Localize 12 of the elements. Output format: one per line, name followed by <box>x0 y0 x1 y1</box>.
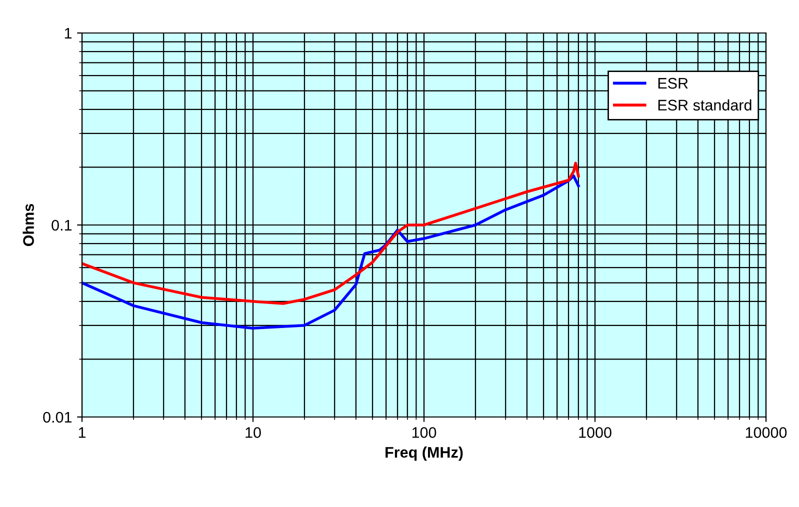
y-axis-title: Ohms <box>22 204 34 246</box>
x-tick-label: 1 <box>78 427 86 438</box>
legend-label: ESR standard <box>658 99 752 111</box>
y-tick-label: 0.1 <box>52 220 72 231</box>
x-tick-label: 1000 <box>579 427 612 438</box>
x-tick-label: 10000 <box>746 427 787 438</box>
y-tick-label: 1 <box>64 28 72 39</box>
x-axis-title: Freq (MHz) <box>386 446 463 461</box>
x-tick-label: 100 <box>412 427 436 438</box>
legend-label: ESR <box>658 78 688 89</box>
x-tick-label: 10 <box>246 427 261 438</box>
y-tick-label: 0.01 <box>43 412 72 423</box>
